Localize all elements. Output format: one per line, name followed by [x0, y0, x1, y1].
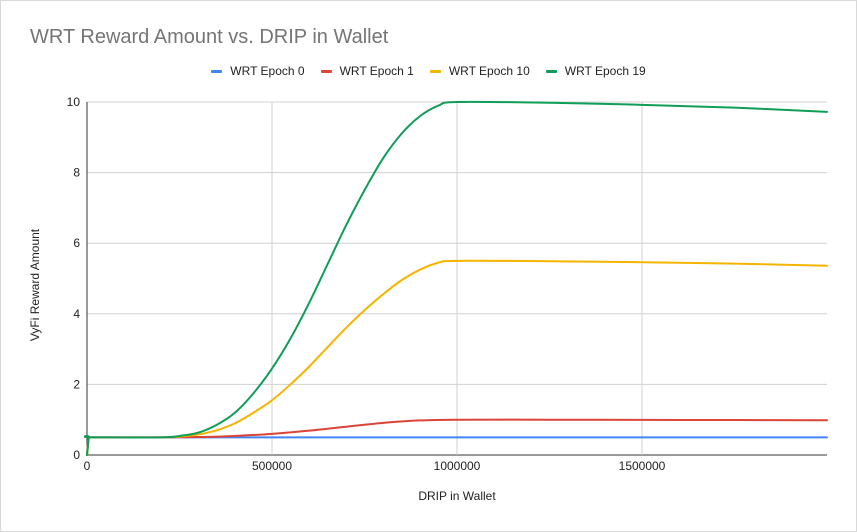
y-tick-label: 2 [73, 377, 80, 391]
x-tick-label: 0 [84, 459, 91, 473]
y-tick-label: 4 [73, 307, 80, 321]
series-line-wrt-epoch-19 [83, 100, 828, 456]
y-tick-label: 8 [73, 166, 80, 180]
legend-swatch-epoch-1 [320, 69, 332, 73]
chart-legend: WRT Epoch 0 WRT Epoch 1 WRT Epoch 10 WRT… [0, 64, 857, 78]
x-tick-label: 1000000 [434, 459, 481, 473]
series-line-wrt-epoch-10 [83, 259, 828, 456]
x-tick-label: 500000 [252, 459, 292, 473]
legend-item-epoch-19[interactable]: WRT Epoch 19 [545, 64, 646, 78]
y-tick-label: 10 [67, 95, 81, 109]
legend-label-epoch-1: WRT Epoch 1 [339, 64, 414, 78]
legend-swatch-epoch-19 [545, 69, 557, 73]
legend-label-epoch-19: WRT Epoch 19 [564, 64, 646, 78]
legend-label-epoch-0: WRT Epoch 0 [230, 64, 305, 78]
chart-title: WRT Reward Amount vs. DRIP in Wallet [30, 26, 389, 48]
legend-item-epoch-1[interactable]: WRT Epoch 1 [320, 64, 414, 78]
y-tick-label: 0 [73, 448, 80, 462]
legend-item-epoch-10[interactable]: WRT Epoch 10 [429, 64, 530, 78]
legend-swatch-epoch-0 [211, 69, 223, 73]
legend-item-epoch-0[interactable]: WRT Epoch 0 [211, 64, 305, 78]
y-axis-label: VyFi Reward Amount [28, 228, 42, 342]
y-tick-label: 6 [73, 236, 80, 250]
legend-label-epoch-10: WRT Epoch 10 [448, 64, 530, 78]
legend-swatch-epoch-10 [429, 69, 441, 73]
x-axis-label: DRIP in Wallet [418, 489, 496, 503]
series-line-wrt-epoch-0 [83, 435, 828, 456]
x-tick-label: 1500000 [619, 459, 666, 473]
